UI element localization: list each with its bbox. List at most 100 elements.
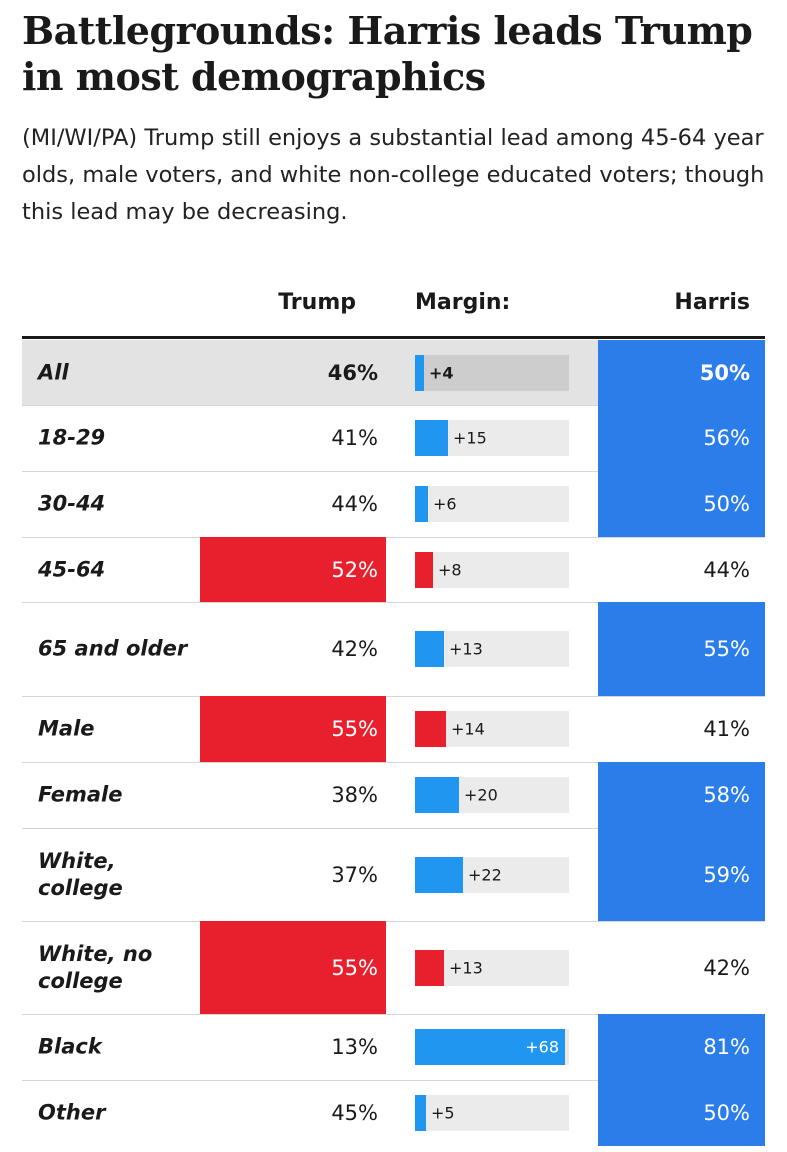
harris-cell: 42% xyxy=(598,921,765,1014)
table-row: Male 55% +14 41% xyxy=(22,696,765,763)
row-label: White, no college xyxy=(38,941,153,993)
column-header-margin: Margin: xyxy=(415,290,511,315)
trump-cell: 38% xyxy=(200,762,386,828)
trump-cell: 13% xyxy=(200,1014,386,1080)
harris-value: 50% xyxy=(699,360,750,385)
table-row: 65 and older 42% +13 55% xyxy=(22,602,765,697)
margin-bar xyxy=(415,1095,426,1131)
row-divider xyxy=(22,828,765,829)
trump-cell: 41% xyxy=(200,405,386,471)
table-row: Other 45% +5 50% xyxy=(22,1080,765,1146)
margin-track: +8 xyxy=(415,551,569,588)
trump-value: 52% xyxy=(331,557,378,582)
harris-value: 42% xyxy=(703,955,750,980)
table-row: Female 38% +20 58% xyxy=(22,762,765,829)
table-row: Black 13% +68 81% xyxy=(22,1014,765,1081)
harris-value: 41% xyxy=(703,717,750,741)
margin-bar xyxy=(415,631,444,667)
trump-cell: 46% xyxy=(200,340,386,405)
trump-value: 55% xyxy=(331,717,378,741)
column-header-harris: Harris xyxy=(674,290,750,315)
margin-bar xyxy=(415,777,459,813)
margin-track: +5 xyxy=(415,1095,569,1131)
harris-value: 59% xyxy=(703,862,750,887)
harris-cell: 58% xyxy=(598,762,765,828)
row-label: 65 and older xyxy=(38,636,188,661)
harris-value: 55% xyxy=(703,637,750,661)
row-label: White, college xyxy=(38,848,123,900)
trump-value: 45% xyxy=(331,1101,378,1125)
table-row: All 46% +4 50% xyxy=(22,340,765,406)
harris-cell: 44% xyxy=(598,537,765,602)
trump-value: 37% xyxy=(331,862,378,887)
table-row: 30-44 44% +6 50% xyxy=(22,471,765,538)
harris-cell: 55% xyxy=(598,602,765,696)
trump-cell: 42% xyxy=(200,602,386,696)
margin-label: +14 xyxy=(451,719,485,739)
margin-track: +68 xyxy=(415,1029,569,1065)
trump-cell: 52% xyxy=(200,537,386,602)
harris-cell: 50% xyxy=(598,471,765,537)
row-label: 30-44 xyxy=(38,491,106,516)
margin-bar xyxy=(415,354,424,391)
harris-cell: 50% xyxy=(598,1080,765,1146)
table-row: 45-64 52% +8 44% xyxy=(22,537,765,603)
margin-track: +20 xyxy=(415,777,569,813)
row-divider xyxy=(22,762,765,763)
margin-track: +15 xyxy=(415,420,569,456)
row-divider xyxy=(22,405,765,406)
trump-cell: 55% xyxy=(200,696,386,762)
margin-bar xyxy=(415,711,446,747)
harris-cell: 81% xyxy=(598,1014,765,1080)
harris-cell: 59% xyxy=(598,828,765,921)
row-label: Male xyxy=(38,716,95,741)
trump-value: 55% xyxy=(331,955,378,980)
row-label: Female xyxy=(38,782,123,807)
margin-bar xyxy=(415,486,428,522)
margin-track: +13 xyxy=(415,631,569,667)
margin-track: +4 xyxy=(415,354,569,391)
harris-cell: 56% xyxy=(598,405,765,471)
table-row: 18-29 41% +15 56% xyxy=(22,405,765,472)
row-label: 18-29 xyxy=(38,425,106,450)
margin-label: +68 xyxy=(525,1037,559,1057)
trump-cell: 55% xyxy=(200,921,386,1014)
margin-track: +14 xyxy=(415,711,569,747)
margin-bar xyxy=(415,420,448,456)
row-label: 45-64 xyxy=(38,557,106,581)
trump-value: 44% xyxy=(331,492,378,516)
margin-label: +20 xyxy=(464,785,498,805)
margin-label: +13 xyxy=(449,639,483,659)
harris-value: 44% xyxy=(703,557,750,582)
row-divider xyxy=(22,471,765,472)
row-divider xyxy=(22,537,765,538)
row-divider xyxy=(22,921,765,922)
row-label: Black xyxy=(38,1034,102,1059)
trump-value: 46% xyxy=(327,360,378,385)
margin-bar xyxy=(415,856,463,893)
margin-bar xyxy=(415,949,444,986)
margin-label: +22 xyxy=(468,865,502,884)
chart-title: Battlegrounds: Harris leads Trump in mos… xyxy=(22,8,753,99)
trump-cell: 45% xyxy=(200,1080,386,1146)
table-row: White, no college 55% +13 42% xyxy=(22,921,765,1015)
row-divider xyxy=(22,696,765,697)
table-row: White, college 37% +22 59% xyxy=(22,828,765,922)
margin-label: +5 xyxy=(431,1103,455,1123)
harris-value: 50% xyxy=(703,1101,750,1125)
margin-track: +6 xyxy=(415,486,569,522)
column-header-trump: Trump xyxy=(278,290,356,315)
row-divider xyxy=(22,1014,765,1015)
trump-value: 41% xyxy=(331,426,378,450)
trump-value: 42% xyxy=(331,637,378,661)
trump-value: 38% xyxy=(331,783,378,807)
row-divider xyxy=(22,1080,765,1081)
margin-label: +6 xyxy=(433,494,457,514)
harris-cell: 50% xyxy=(598,340,765,405)
row-divider xyxy=(22,602,765,603)
margin-bar xyxy=(415,1029,565,1065)
trump-cell: 37% xyxy=(200,828,386,921)
header-rule xyxy=(22,336,765,339)
chart-subtitle: (MI/WI/PA) Trump still enjoys a substant… xyxy=(22,125,765,225)
